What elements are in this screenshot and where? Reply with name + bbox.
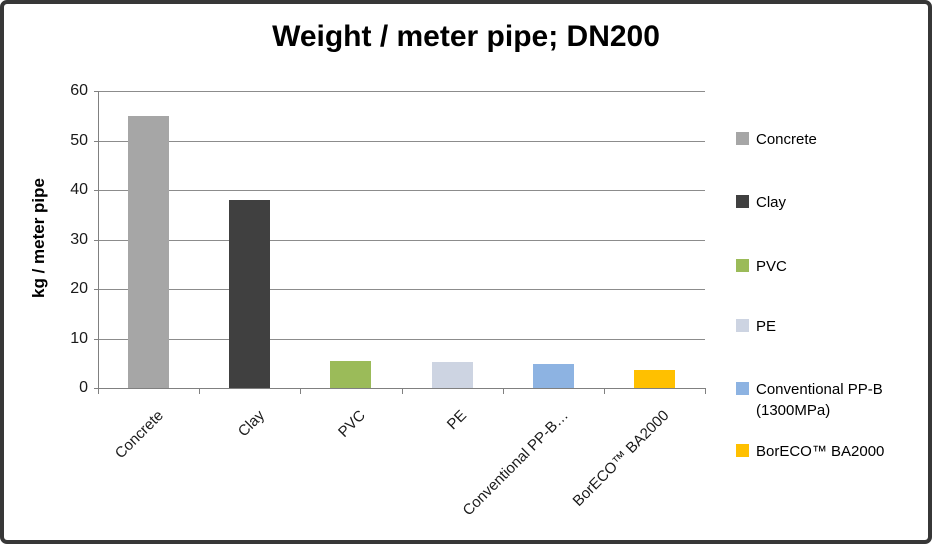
gridline bbox=[98, 91, 705, 92]
legend-item: PE bbox=[736, 316, 922, 337]
x-tick-label: PE bbox=[443, 407, 471, 434]
legend-label: BorECO™ BA2000 bbox=[756, 443, 885, 460]
x-axis-tick bbox=[502, 389, 504, 394]
y-tick-label: 50 bbox=[70, 131, 88, 149]
legend-item: Clay bbox=[736, 192, 922, 213]
y-tick-label: 40 bbox=[70, 181, 88, 198]
legend-label: Concrete bbox=[756, 131, 817, 148]
y-axis-tick bbox=[94, 140, 98, 142]
x-tick-label: BorECO™ BA2000 bbox=[569, 407, 673, 510]
legend-swatch-icon bbox=[736, 195, 749, 208]
legend-label: Conventional PP-B (1300MPa) bbox=[756, 381, 883, 419]
x-axis-tick bbox=[199, 389, 201, 394]
bar-conventional-pp-b-1300mpa bbox=[532, 364, 574, 388]
gridline bbox=[98, 140, 705, 142]
bar-concrete bbox=[128, 115, 170, 388]
y-axis-tick bbox=[94, 388, 98, 389]
legend-item: BorECO™ BA2000 bbox=[736, 441, 922, 462]
x-axis-tick bbox=[300, 389, 302, 394]
x-tick-label: Clay bbox=[234, 407, 268, 441]
legend-item: Conventional PP-B (1300MPa) bbox=[736, 379, 922, 421]
x-axis-tick bbox=[705, 389, 706, 394]
x-tick-label: Conventional PP-B… bbox=[459, 407, 572, 520]
y-axis-tick bbox=[94, 91, 98, 92]
y-tick-label: 60 bbox=[70, 82, 88, 99]
gridline bbox=[98, 239, 705, 241]
gridline bbox=[98, 190, 705, 191]
legend-label: PVC bbox=[756, 258, 787, 275]
x-axis-tick bbox=[401, 389, 403, 394]
x-tick-label: PVC bbox=[335, 407, 369, 441]
gridline bbox=[98, 289, 705, 290]
y-tick-label: 10 bbox=[70, 329, 88, 347]
y-axis-line bbox=[98, 91, 99, 388]
legend-label: Clay bbox=[756, 194, 787, 211]
y-axis-tick bbox=[94, 239, 98, 241]
bar-clay bbox=[229, 199, 271, 388]
y-tick-label: 20 bbox=[70, 280, 88, 297]
bar-boreco-ba2000 bbox=[633, 369, 675, 388]
y-tick-label: 30 bbox=[70, 230, 88, 248]
y-axis-tick bbox=[94, 289, 98, 290]
legend-swatch-icon bbox=[736, 444, 749, 457]
x-tick-label: Concrete bbox=[111, 407, 167, 463]
gridline bbox=[98, 338, 705, 340]
legend-swatch-icon bbox=[736, 319, 749, 332]
legend-swatch-icon bbox=[736, 382, 749, 395]
bar-pe bbox=[431, 361, 473, 388]
legend-swatch-icon bbox=[736, 132, 749, 145]
bar-pvc bbox=[330, 360, 372, 388]
chart-title: Weight / meter pipe; DN200 bbox=[272, 20, 660, 53]
y-axis-tick bbox=[94, 190, 98, 191]
x-axis-line bbox=[98, 388, 706, 389]
y-tick-label: 0 bbox=[79, 379, 88, 396]
legend-label: PE bbox=[756, 318, 777, 335]
x-axis-tick bbox=[603, 389, 605, 394]
x-axis-tick bbox=[98, 389, 99, 394]
y-axis-tick bbox=[94, 338, 98, 340]
legend-item: PVC bbox=[736, 256, 922, 277]
legend-item: Concrete bbox=[736, 129, 922, 150]
legend-swatch-icon bbox=[736, 259, 749, 272]
